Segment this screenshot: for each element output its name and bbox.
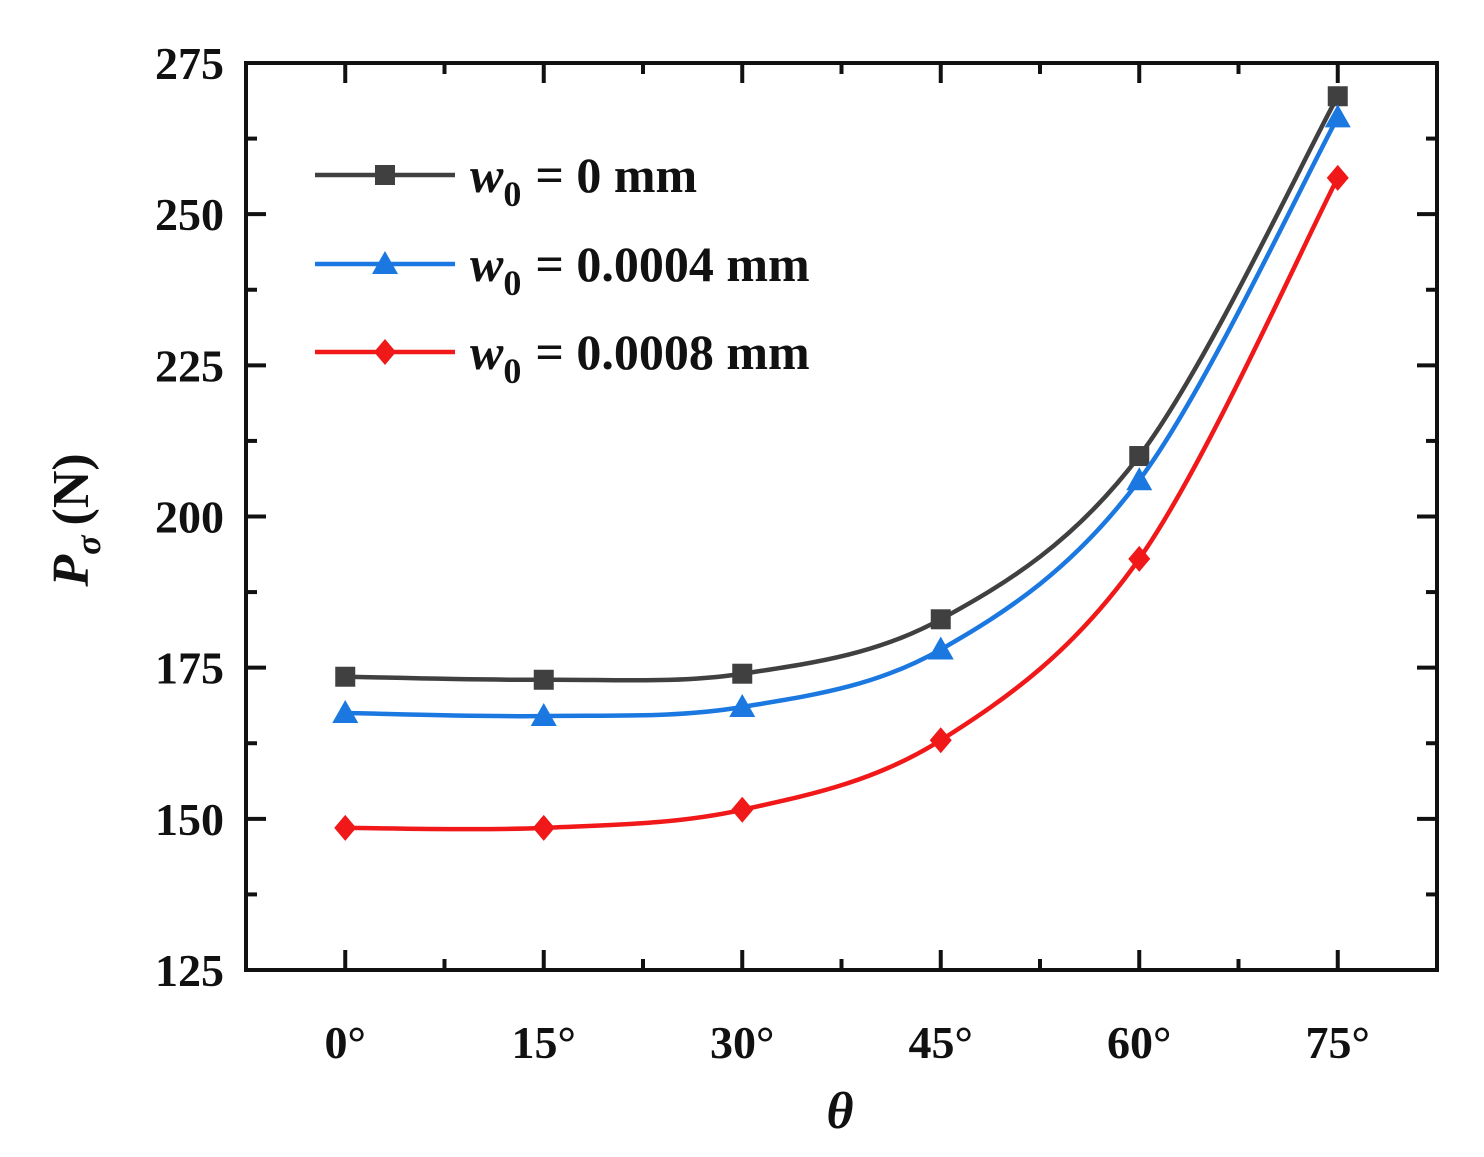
data-point [334, 814, 357, 841]
data-point [1327, 86, 1348, 107]
data-point [1129, 446, 1150, 467]
legend-label-var: w [470, 147, 504, 203]
legend-label-sub: 0 [503, 174, 521, 214]
y-tick-label: 175 [155, 643, 224, 694]
legend-label-var: w [470, 236, 504, 292]
y-axis-title-main: P [43, 554, 100, 588]
y-tick-label: 225 [155, 340, 224, 391]
legend-label-sub: 0 [503, 351, 521, 391]
series-2 [332, 104, 1351, 727]
legend-label-rest: = 0.0008 mm [535, 324, 809, 380]
data-point [930, 609, 951, 630]
legend-label: w0 = 0.0004 mm [470, 236, 810, 303]
data-point [927, 636, 954, 660]
y-tick-label: 125 [155, 945, 224, 996]
data-point [533, 669, 554, 690]
data-point [530, 703, 557, 727]
series-line [345, 116, 1340, 719]
x-tick-label: 15° [512, 1017, 576, 1068]
plot-frame [244, 61, 1439, 972]
y-axis-title-unit: (N) [43, 453, 100, 525]
y-tick-label: 275 [155, 38, 224, 89]
legend-label-var: w [470, 324, 504, 380]
legend-label-rest: = 0 mm [535, 147, 697, 203]
x-tick-label: 30° [710, 1017, 774, 1068]
data-point [1326, 164, 1349, 191]
series-1 [335, 86, 1348, 690]
data-point [729, 693, 756, 717]
x-tick-label: 75° [1306, 1017, 1370, 1068]
y-tick-label: 150 [155, 794, 224, 845]
data-point [335, 666, 356, 687]
data-point [1128, 545, 1151, 572]
legend-entry-2: w0 = 0.0004 mm [315, 236, 810, 303]
x-tick-label: 0° [325, 1017, 366, 1068]
data-point [1126, 467, 1153, 491]
legend-entry-1: w0 = 0 mm [315, 147, 697, 214]
legend-marker [372, 251, 398, 274]
x-axis-title: θ [827, 1083, 854, 1140]
legend-label-sub: 0 [503, 263, 521, 303]
data-point [731, 796, 754, 823]
x-tick-label: 45° [909, 1017, 973, 1068]
legend-entry-3: w0 = 0.0008 mm [315, 324, 810, 391]
axes: 125 150 175 200 225 250 275 0° 15° 30° 45° 60° 75° [155, 38, 1439, 1068]
y-tick-label: 200 [155, 492, 224, 543]
series-3 [334, 164, 1349, 841]
data-point [732, 663, 753, 684]
data-point [532, 814, 555, 841]
data-point [929, 727, 952, 754]
legend-label: w0 = 0 mm [470, 147, 697, 214]
legend-marker [375, 165, 395, 185]
y-axis-title-subscript: σ [68, 534, 108, 555]
data-point [1324, 104, 1351, 128]
y-tick-label: 250 [155, 189, 224, 240]
legend-label-rest: = 0.0004 mm [535, 236, 809, 292]
legend-label: w0 = 0.0008 mm [470, 324, 810, 391]
x-tick-label: 60° [1107, 1017, 1171, 1068]
data-point [332, 700, 359, 724]
y-axis-title: Pσ (N) [43, 453, 108, 587]
legend-marker [374, 339, 396, 365]
series-group [332, 86, 1351, 841]
